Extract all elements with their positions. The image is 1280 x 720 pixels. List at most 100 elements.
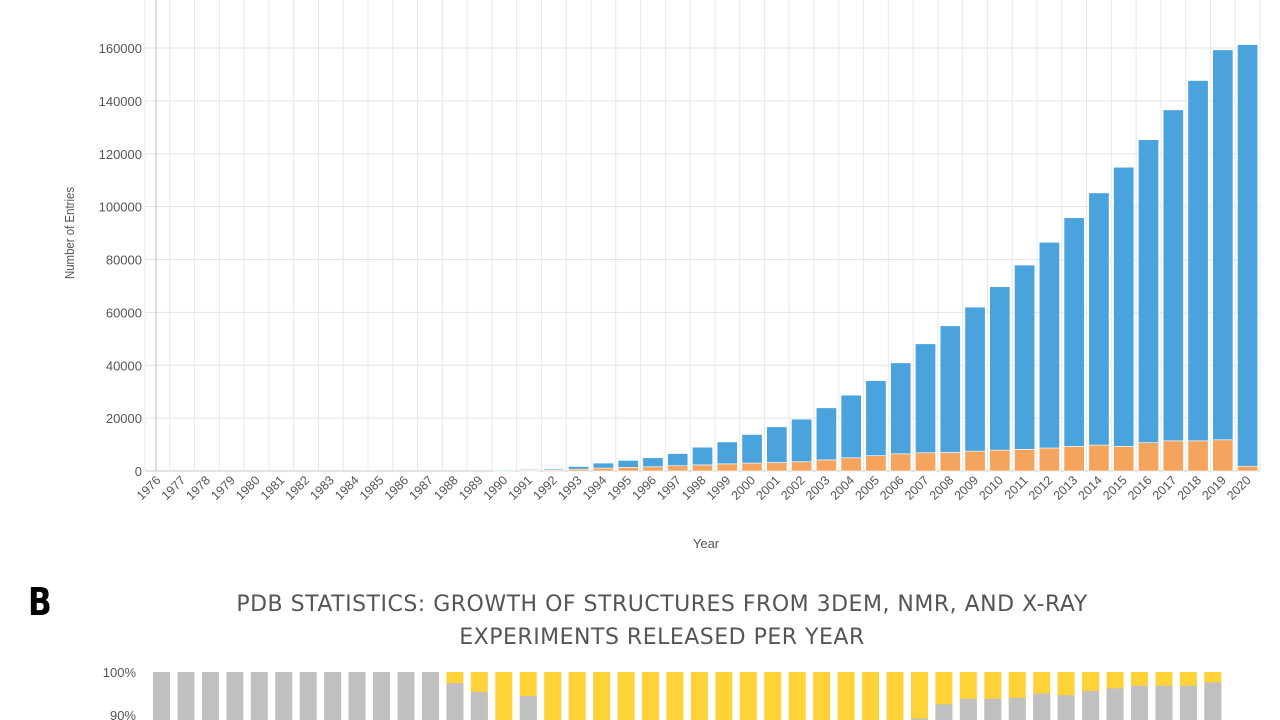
bar-segment-blue <box>617 460 639 468</box>
x-tick-label: 1982 <box>283 473 313 503</box>
bar-segment-blue <box>518 469 540 471</box>
bar-segment-blue <box>989 286 1011 451</box>
bar-segment-blue <box>1113 166 1135 447</box>
x-tick-label: 1990 <box>481 473 511 503</box>
bar-segment-blue <box>667 453 689 467</box>
bar-segment-grey <box>275 672 293 720</box>
bar-segment-orange <box>642 466 664 472</box>
bar-segment-grey <box>201 672 219 720</box>
bar-segment-yellow <box>910 672 928 720</box>
x-tick-label: 1978 <box>183 473 213 503</box>
bar-segment-yellow <box>544 672 562 720</box>
y-tick-label: 0 <box>135 464 142 479</box>
bar-segment-orange <box>592 467 614 472</box>
bar-segment-grey <box>1106 688 1124 720</box>
x-tick-label: 2018 <box>1175 473 1205 503</box>
bar-segment-grey <box>1179 685 1197 720</box>
x-tick-label: 1984 <box>332 473 362 503</box>
bar-segment-grey <box>421 672 439 720</box>
y-tick-label: 60000 <box>106 305 142 320</box>
bar-segment-yellow <box>593 672 611 720</box>
bar-segment-orange <box>939 452 961 472</box>
x-tick-label: 2020 <box>1224 473 1254 503</box>
y-tick-label: 90% <box>110 708 136 720</box>
bar-segment-yellow <box>642 672 659 720</box>
x-axis-label: Year <box>693 536 720 551</box>
bar-segment-blue <box>890 362 912 455</box>
bar-segment-yellow <box>739 672 757 720</box>
x-tick-label: 2012 <box>1026 473 1056 503</box>
bar-segment-grey <box>153 672 170 720</box>
chart-b-method-share: 100% 90% <box>103 665 1222 720</box>
grid <box>144 0 1261 472</box>
bar-segment-grey <box>397 672 415 720</box>
bar-segment-orange <box>716 463 738 472</box>
x-tick-label: 2007 <box>902 473 932 503</box>
bar-segment-blue <box>964 306 986 452</box>
bar-segment-orange <box>840 457 862 472</box>
x-tick-label: 2003 <box>803 473 833 503</box>
bar-segment-blue <box>642 457 664 468</box>
x-tick-label: 2019 <box>1199 473 1229 503</box>
x-tick-label: 1989 <box>456 473 486 503</box>
x-tick-label: 1997 <box>654 473 684 503</box>
bar-segment-orange <box>1088 444 1110 472</box>
bar-segment-blue <box>1187 80 1209 442</box>
bar-segment-blue <box>939 325 961 453</box>
x-tick-label: 2014 <box>1075 473 1105 503</box>
y-tick-labels: 0 20000 40000 60000 80000 100000 120000 140000 1… <box>99 41 142 479</box>
bar-segment-grey <box>910 718 928 720</box>
y-tick-label: 140000 <box>99 94 142 109</box>
bar-segment-grey <box>1155 685 1173 720</box>
bar-segment-grey <box>470 691 488 720</box>
bar-segment-blue <box>716 441 738 465</box>
bars <box>493 44 1259 472</box>
bar-segment-orange <box>1063 446 1085 472</box>
y-tick-labels: 100% 90% <box>103 665 137 720</box>
bar-segment-yellow <box>886 672 904 720</box>
bar-segment-orange <box>915 452 936 472</box>
bar-segment-orange <box>766 462 788 472</box>
y-tick-label: 80000 <box>106 253 142 268</box>
bar-segment-blue <box>1212 49 1234 441</box>
bar-segment-orange <box>1113 446 1135 472</box>
bar-segment-blue <box>840 394 862 459</box>
bar-segment-yellow <box>764 672 782 720</box>
bar-segment-orange <box>1212 439 1234 472</box>
y-axis-label: Number of Entries <box>62 187 77 279</box>
x-tick-label: 1980 <box>233 473 263 503</box>
bar-segment-blue <box>766 426 788 463</box>
bar-segment-yellow <box>813 672 831 720</box>
bar-segment-grey <box>299 672 317 720</box>
bar-segment-blue <box>493 469 515 471</box>
bar-segment-orange <box>964 450 986 472</box>
x-tick-label: 1995 <box>605 473 635 503</box>
x-tick-label: 2017 <box>1150 473 1180 503</box>
bar-segment-blue <box>791 418 813 463</box>
bar-segment-grey <box>1033 693 1051 720</box>
bar-segment-grey <box>1008 697 1026 720</box>
x-tick-label: 1985 <box>357 473 387 503</box>
x-tick-label: 2005 <box>852 473 882 503</box>
x-tick-label: 2002 <box>778 473 808 503</box>
x-tick-label: 2008 <box>927 473 957 503</box>
x-tick-label: 1998 <box>679 473 709 503</box>
x-tick-label: 1987 <box>406 473 436 503</box>
y-tick-label: 160000 <box>99 41 142 56</box>
bar-segment-grey <box>1057 695 1075 720</box>
x-tick-label: 2004 <box>828 473 858 503</box>
bar-segment-orange <box>989 449 1011 472</box>
bar-segment-grey <box>373 672 391 720</box>
bar-segment-blue <box>865 380 887 456</box>
bar-segment-orange <box>1237 465 1259 472</box>
x-tick-label: 2006 <box>877 473 907 503</box>
x-tick-label: 1992 <box>530 473 560 503</box>
bar-segment-orange <box>1014 449 1036 472</box>
bar-segment-yellow <box>690 672 708 720</box>
bar-segment-orange <box>890 453 912 472</box>
bar-segment-grey <box>226 672 244 720</box>
x-tick-label: 1999 <box>704 473 734 503</box>
bar-segment-orange <box>617 466 639 472</box>
bar-segment-orange <box>791 461 813 472</box>
y-tick-label: 100000 <box>99 200 142 215</box>
